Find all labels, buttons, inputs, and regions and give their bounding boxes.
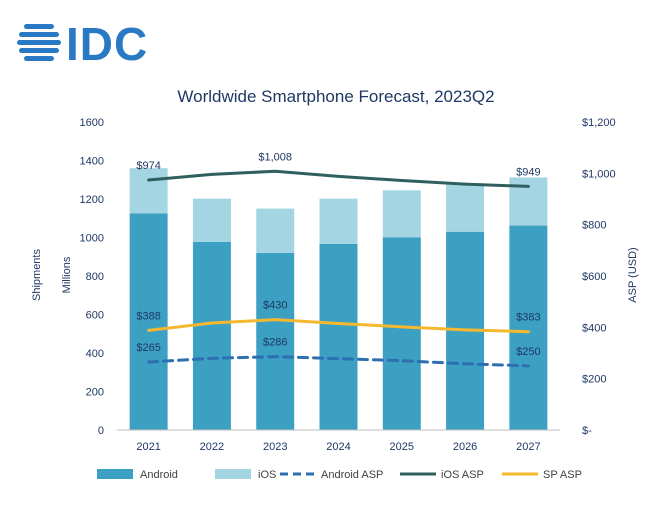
y2-tick-label: $-: [582, 425, 592, 437]
y-axis-units-label: Millions: [61, 256, 73, 293]
line-sp-asp: [147, 318, 530, 334]
y-tick-label: 1200: [80, 194, 104, 206]
legend-label: iOS: [258, 469, 276, 481]
y-axis-label: Shipments: [31, 249, 43, 301]
data-labels: $974 $1,008 $949 $388 $430 $383 $265 $286 $250: [136, 151, 540, 358]
y-tick-label: 200: [86, 387, 104, 399]
bar-ios: [319, 198, 358, 244]
x-tick-label: 2021: [136, 441, 160, 453]
legend-label: SP ASP: [543, 469, 582, 481]
data-label: $265: [136, 342, 160, 354]
y2-tick-label: $400: [582, 322, 606, 334]
data-label: $286: [263, 337, 287, 349]
x-tick-label: 2025: [390, 441, 414, 453]
y2-tick-label: $600: [582, 271, 606, 283]
y2-tick-label: $200: [582, 374, 606, 386]
globe-icon: [17, 24, 61, 61]
legend-label: iOS ASP: [441, 469, 484, 481]
x-tick-label: 2024: [326, 441, 350, 453]
y-tick-label: 1400: [80, 156, 104, 168]
bar-android: [319, 243, 358, 430]
left-axis-ticks: 0 200 400 600 800 1000 1200 1400 1600: [80, 117, 104, 437]
asp-lines: [147, 169, 530, 368]
x-axis-ticks: 2021 2022 2023 2024 2025 2026 2027: [136, 441, 540, 453]
data-label: $1,008: [258, 151, 292, 163]
legend-label: Android: [140, 469, 178, 481]
y-tick-label: 0: [98, 425, 104, 437]
bar-ios: [129, 168, 168, 214]
y-tick-label: 1000: [80, 233, 104, 245]
bars: [117, 168, 560, 431]
y-tick-label: 1600: [80, 117, 104, 129]
chart-title: Worldwide Smartphone Forecast, 2023Q2: [177, 87, 494, 106]
bar-ios: [382, 190, 421, 238]
bar-android: [192, 241, 231, 430]
idc-logo: IDC: [17, 18, 148, 70]
data-label: $388: [136, 310, 160, 322]
data-label: $383: [516, 312, 540, 324]
bar-ios: [256, 208, 295, 253]
y-tick-label: 600: [86, 310, 104, 322]
bar-android: [382, 237, 421, 430]
bar-android: [256, 252, 295, 430]
y-tick-label: 800: [86, 271, 104, 283]
bar-ios: [446, 183, 485, 232]
y2-tick-label: $1,200: [582, 117, 616, 129]
y-tick-label: 400: [86, 348, 104, 360]
x-tick-label: 2027: [516, 441, 540, 453]
x-tick-label: 2026: [453, 441, 477, 453]
y2-axis-label: ASP (USD): [627, 247, 639, 302]
legend: Android iOS Android ASP iOS ASP SP ASP: [97, 469, 582, 481]
line-android-asp: [147, 355, 530, 368]
right-axis-ticks: $- $200 $400 $600 $800 $1,000 $1,200: [582, 117, 616, 437]
line-ios-asp: [147, 169, 530, 188]
x-tick-label: 2022: [200, 441, 224, 453]
bar-android: [129, 213, 168, 430]
legend-label: Android ASP: [321, 469, 383, 481]
data-label: $250: [516, 346, 540, 358]
legend-swatch: [97, 469, 133, 479]
logo-text: IDC: [66, 18, 148, 70]
x-tick-label: 2023: [263, 441, 287, 453]
data-label: $949: [516, 166, 540, 178]
y2-tick-label: $800: [582, 220, 606, 232]
bar-android: [509, 225, 548, 430]
y2-tick-label: $1,000: [582, 168, 616, 180]
bar-ios: [192, 198, 231, 242]
data-label: $974: [136, 160, 160, 172]
legend-swatch: [215, 469, 251, 479]
data-label: $430: [263, 300, 287, 312]
